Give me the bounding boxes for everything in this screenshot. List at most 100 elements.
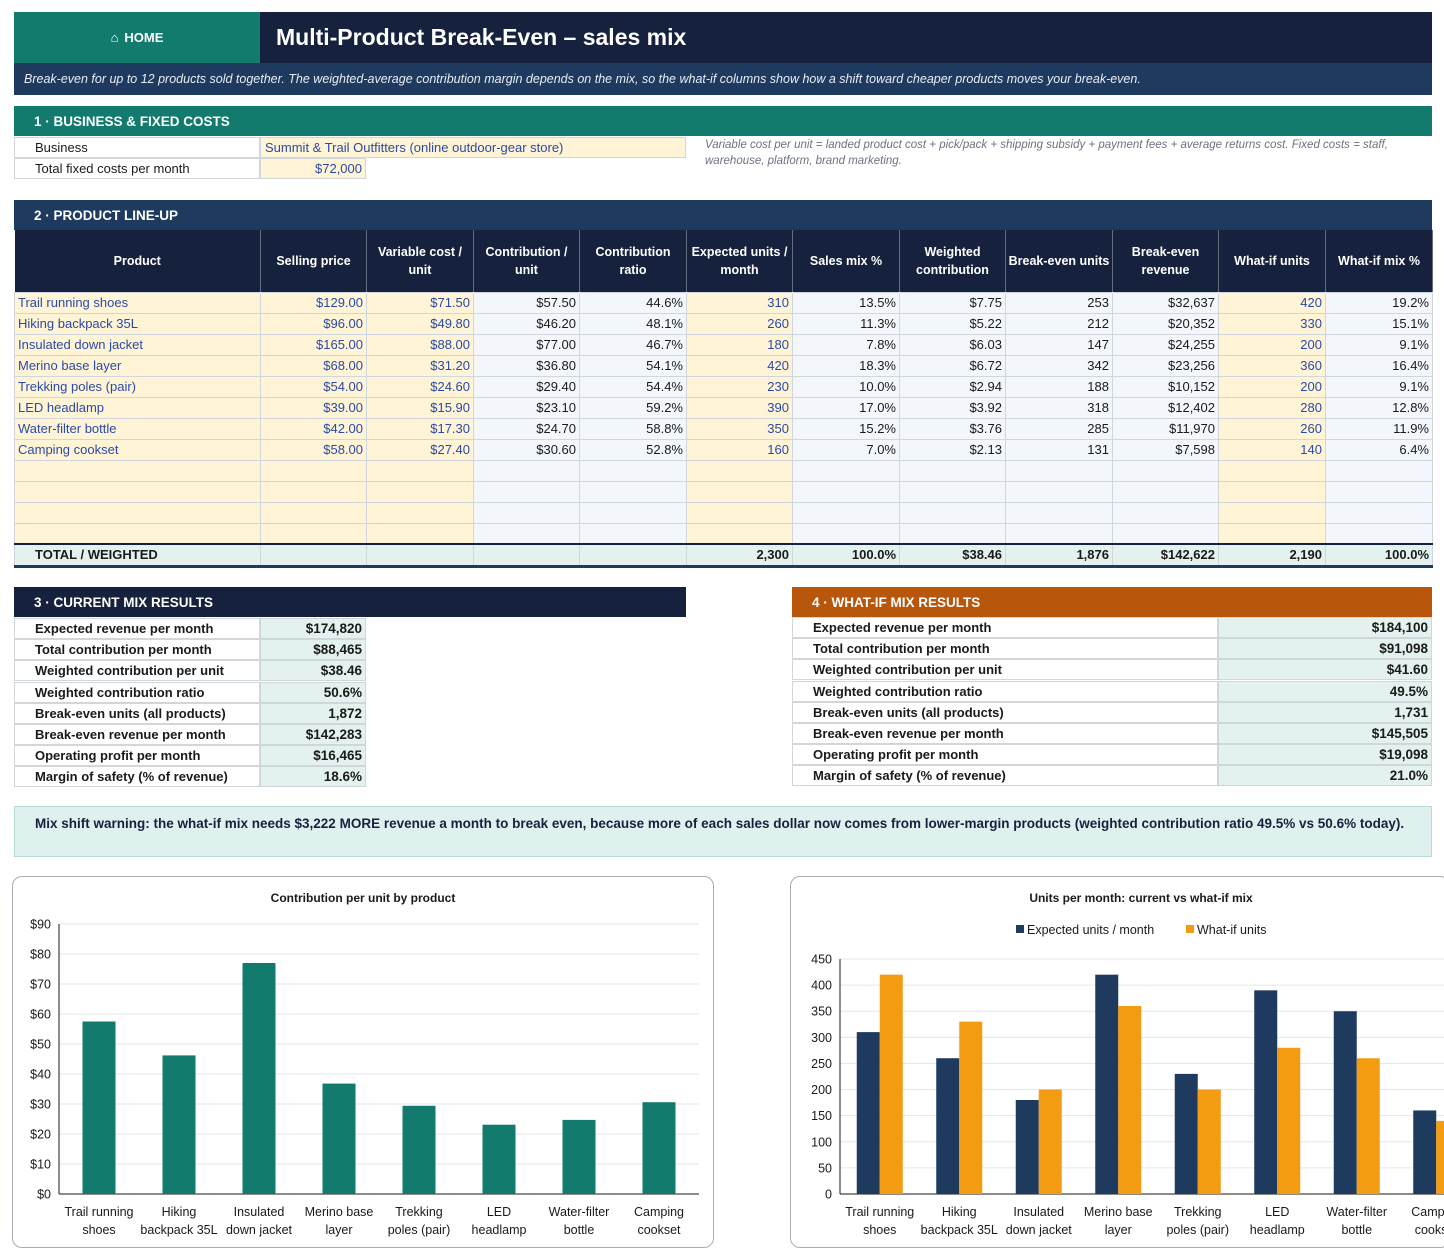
calc-cell: $46.20	[473, 312, 580, 335]
input-cell[interactable]: Insulated down jacket	[14, 333, 261, 356]
input-cell[interactable]	[14, 522, 261, 545]
result-label: Operating profit per month	[14, 745, 260, 767]
input-cell[interactable]: $58.00	[260, 438, 367, 461]
home-button[interactable]: ⌂ HOME	[14, 12, 260, 63]
input-cell[interactable]: 360	[1218, 354, 1326, 377]
input-cell[interactable]: 180	[686, 333, 793, 356]
result-row: Margin of safety (% of revenue) 21.0%	[792, 765, 1432, 787]
column-header: Contribution ratio	[579, 230, 687, 292]
input-cell[interactable]: LED headlamp	[14, 396, 261, 419]
calc-cell: 13.5%	[792, 291, 900, 314]
bar-what-if	[1038, 1089, 1062, 1194]
calc-cell	[1112, 522, 1219, 545]
input-cell[interactable]: $71.50	[366, 291, 474, 314]
table-row	[14, 459, 1433, 482]
input-cell[interactable]	[1218, 501, 1326, 524]
input-cell[interactable]: $68.00	[260, 354, 367, 377]
calc-cell	[579, 480, 687, 503]
input-cell[interactable]: 330	[1218, 312, 1326, 335]
input-cell[interactable]: 260	[686, 312, 793, 335]
fixed-costs-input[interactable]: $72,000	[260, 158, 366, 179]
input-cell[interactable]: Trail running shoes	[14, 291, 261, 314]
fixed-costs-label: Total fixed costs per month	[14, 158, 260, 179]
input-cell[interactable]: $15.90	[366, 396, 474, 419]
business-label: Business	[14, 137, 260, 158]
table-row	[14, 501, 1433, 524]
input-cell[interactable]: $17.30	[366, 417, 474, 440]
input-cell[interactable]: $54.00	[260, 375, 367, 398]
input-cell[interactable]: $42.00	[260, 417, 367, 440]
input-cell[interactable]	[686, 459, 793, 482]
bar	[322, 1083, 356, 1194]
product-table: Product Selling price Variable cost / unit…	[14, 230, 1433, 568]
calc-cell	[899, 459, 1006, 482]
input-cell[interactable]	[14, 480, 261, 503]
calc-cell	[1005, 480, 1113, 503]
input-cell[interactable]	[1218, 522, 1326, 545]
input-cell[interactable]: Water-filter bottle	[14, 417, 261, 440]
input-cell[interactable]: 200	[1218, 375, 1326, 398]
input-cell[interactable]	[260, 501, 367, 524]
y-tick-label: 400	[811, 979, 832, 993]
bar-expected	[1015, 1100, 1039, 1194]
bar-expected	[1413, 1110, 1437, 1194]
business-input[interactable]: Summit & Trail Outfitters (online outdoo…	[260, 137, 686, 158]
input-cell[interactable]: 350	[686, 417, 793, 440]
input-cell[interactable]: $165.00	[260, 333, 367, 356]
calc-cell	[473, 501, 580, 524]
input-cell[interactable]: Trekking poles (pair)	[14, 375, 261, 398]
input-cell[interactable]	[1218, 459, 1326, 482]
input-cell[interactable]	[260, 522, 367, 545]
input-cell[interactable]	[686, 522, 793, 545]
calc-cell	[1325, 459, 1433, 482]
input-cell[interactable]	[14, 459, 261, 482]
input-cell[interactable]: Hiking backpack 35L	[14, 312, 261, 335]
calc-cell: 9.1%	[1325, 375, 1433, 398]
input-cell[interactable]: 160	[686, 438, 793, 461]
input-cell[interactable]	[366, 501, 474, 524]
input-cell[interactable]	[686, 501, 793, 524]
input-cell[interactable]: $129.00	[260, 291, 367, 314]
input-cell[interactable]: 390	[686, 396, 793, 419]
input-cell[interactable]	[1218, 480, 1326, 503]
result-row: Weighted contribution per unit $41.60	[792, 659, 1432, 681]
input-cell[interactable]: $88.00	[366, 333, 474, 356]
input-cell[interactable]: 260	[1218, 417, 1326, 440]
units-chart: Units per month: current vs what-if mix 0…	[790, 876, 1444, 1248]
input-cell[interactable]	[366, 522, 474, 545]
input-cell[interactable]	[260, 459, 367, 482]
table-row: Water-filter bottle $42.00 $17.30 $24.70 58.…	[14, 417, 1433, 440]
input-cell[interactable]: $39.00	[260, 396, 367, 419]
input-cell[interactable]: 230	[686, 375, 793, 398]
input-cell[interactable]	[366, 459, 474, 482]
input-cell[interactable]	[14, 501, 261, 524]
calc-cell: $30.60	[473, 438, 580, 461]
input-cell[interactable]: 420	[686, 354, 793, 377]
input-cell[interactable]: 420	[1218, 291, 1326, 314]
x-tick-label: layer	[1105, 1223, 1132, 1237]
calc-cell: 44.6%	[579, 291, 687, 314]
calc-cell: 318	[1005, 396, 1113, 419]
column-header: Weighted contribution	[899, 230, 1006, 292]
input-cell[interactable]: 140	[1218, 438, 1326, 461]
x-tick-label: shoes	[863, 1223, 896, 1237]
result-value: 49.5%	[1218, 680, 1432, 702]
input-cell[interactable]	[260, 480, 367, 503]
total-cell: 100.0%	[792, 543, 900, 568]
input-cell[interactable]: $31.20	[366, 354, 474, 377]
input-cell[interactable]: $96.00	[260, 312, 367, 335]
column-header: Selling price	[260, 230, 367, 292]
input-cell[interactable]: Merino base layer	[14, 354, 261, 377]
input-cell[interactable]	[366, 480, 474, 503]
input-cell[interactable]: $27.40	[366, 438, 474, 461]
input-cell[interactable]: $49.80	[366, 312, 474, 335]
table-row	[14, 522, 1433, 545]
input-cell[interactable]: 200	[1218, 333, 1326, 356]
input-cell[interactable]: 280	[1218, 396, 1326, 419]
input-cell[interactable]: 310	[686, 291, 793, 314]
input-cell[interactable]: Camping cookset	[14, 438, 261, 461]
calc-cell	[1112, 459, 1219, 482]
input-cell[interactable]	[686, 480, 793, 503]
input-cell[interactable]: $24.60	[366, 375, 474, 398]
calc-cell	[899, 522, 1006, 545]
